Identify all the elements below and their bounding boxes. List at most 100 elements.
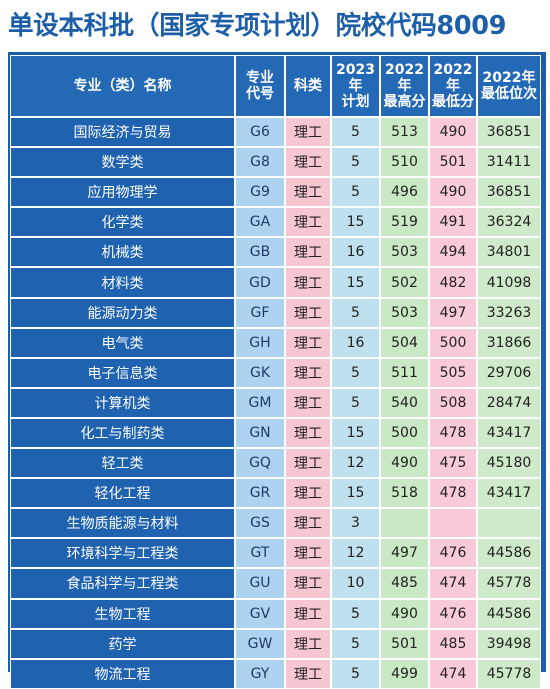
low-rank-2022-cell: 34801 (477, 237, 541, 268)
high-score-2022-cell: 503 (380, 237, 429, 268)
subject-cell: 理工 (285, 598, 331, 629)
table-row: 能源动力类 GF 理工 5 503 497 33263 (10, 297, 541, 328)
major-name-cell: 环境科学与工程类 (10, 538, 235, 569)
major-name-cell: 材料类 (10, 267, 235, 298)
major-code-cell: GH (235, 327, 285, 358)
major-code-cell: GR (235, 478, 285, 509)
low-score-2022-cell: 485 (429, 628, 477, 659)
major-code-cell: GT (235, 538, 285, 569)
major-code-cell: GB (235, 237, 285, 268)
header-high-2022: 2022年 最高分 (380, 55, 429, 117)
low-rank-2022-cell: 44586 (477, 598, 541, 629)
major-name-cell: 药学 (10, 628, 235, 659)
low-rank-2022-cell: 33263 (477, 297, 541, 328)
low-score-2022-cell: 474 (429, 658, 477, 689)
low-rank-2022-cell: 36324 (477, 207, 541, 238)
subject-cell: 理工 (285, 207, 331, 238)
major-name-cell: 电气类 (10, 327, 235, 358)
header-major-name: 专业（类）名称 (10, 55, 235, 117)
low-score-2022-cell: 474 (429, 568, 477, 599)
low-rank-2022-cell: 41098 (477, 267, 541, 298)
major-name-cell: 物流工程 (10, 658, 235, 689)
major-name-cell: 数学类 (10, 147, 235, 178)
major-code-cell: G6 (235, 117, 285, 148)
table-row: 药学 GW 理工 5 501 485 39498 (10, 628, 541, 659)
plan-2023-cell: 10 (331, 568, 380, 599)
major-code-cell: GV (235, 598, 285, 629)
page-title: 单设本科批（国家专项计划）院校代码8009 (8, 11, 507, 41)
table-row: 材料类 GD 理工 15 502 482 41098 (10, 267, 541, 298)
low-rank-2022-cell: 31411 (477, 147, 541, 178)
table-row: 化工与制药类 GN 理工 15 500 478 43417 (10, 417, 541, 449)
header-low-2022: 2022年 最低分 (429, 55, 477, 117)
plan-2023-cell: 15 (331, 417, 380, 449)
high-score-2022-cell: 499 (380, 658, 429, 689)
high-score-2022-cell: 501 (380, 628, 429, 659)
table-row: 环境科学与工程类 GT 理工 12 497 476 44586 (10, 538, 541, 569)
plan-2023-cell: 5 (331, 658, 380, 689)
low-rank-2022-cell: 45180 (477, 448, 541, 479)
plan-2023-cell: 5 (331, 117, 380, 148)
major-name-cell: 应用物理学 (10, 177, 235, 208)
table-row: 应用物理学 G9 理工 5 496 490 36851 (10, 177, 541, 208)
major-code-cell: GY (235, 658, 285, 689)
low-score-2022-cell: 476 (429, 538, 477, 569)
major-name-cell: 机械类 (10, 237, 235, 268)
subject-cell: 理工 (285, 538, 331, 569)
major-code-cell: GA (235, 207, 285, 238)
low-score-2022-cell: 501 (429, 147, 477, 178)
high-score-2022-cell: 504 (380, 327, 429, 358)
major-name-cell: 能源动力类 (10, 297, 235, 328)
major-name-cell: 生物质能源与材料 (10, 508, 235, 539)
low-score-2022-cell: 482 (429, 267, 477, 298)
major-name-cell: 电子信息类 (10, 357, 235, 388)
major-name-cell: 计算机类 (10, 387, 235, 418)
low-rank-2022-cell (477, 508, 541, 539)
high-score-2022-cell: 513 (380, 117, 429, 148)
low-score-2022-cell: 490 (429, 117, 477, 148)
high-score-2022-cell: 502 (380, 267, 429, 298)
table-row: 生物工程 GV 理工 5 490 476 44586 (10, 598, 541, 629)
major-code-cell: G8 (235, 147, 285, 178)
high-score-2022-cell: 500 (380, 417, 429, 449)
high-score-2022-cell: 485 (380, 568, 429, 599)
subject-cell: 理工 (285, 568, 331, 599)
major-code-cell: GW (235, 628, 285, 659)
table-row: 国际经济与贸易 G6 理工 5 513 490 36851 (10, 117, 541, 148)
major-code-cell: GU (235, 568, 285, 599)
low-score-2022-cell: 500 (429, 327, 477, 358)
table-header-row: 专业（类）名称 专业 代号 科类 2023年 计划 2022年 最高分 2022年 最低… (10, 55, 541, 117)
subject-cell: 理工 (285, 297, 331, 328)
plan-2023-cell: 5 (331, 297, 380, 328)
high-score-2022-cell: 490 (380, 598, 429, 629)
plan-2023-cell: 5 (331, 387, 380, 418)
low-rank-2022-cell: 45778 (477, 658, 541, 689)
low-rank-2022-cell: 31866 (477, 327, 541, 358)
major-code-cell: GQ (235, 448, 285, 479)
major-code-cell: GN (235, 417, 285, 449)
major-name-cell: 轻工类 (10, 448, 235, 479)
table-row: 计算机类 GM 理工 5 540 508 28474 (10, 387, 541, 418)
header-plan-2023: 2023年 计划 (331, 55, 380, 117)
plan-2023-cell: 5 (331, 177, 380, 208)
low-rank-2022-cell: 29706 (477, 357, 541, 388)
major-code-cell: GK (235, 357, 285, 388)
major-code-cell: GF (235, 297, 285, 328)
low-rank-2022-cell: 39498 (477, 628, 541, 659)
high-score-2022-cell: 540 (380, 387, 429, 418)
admissions-table: 专业（类）名称 专业 代号 科类 2023年 计划 2022年 最高分 2022年 最低… (10, 55, 541, 689)
major-name-cell: 生物工程 (10, 598, 235, 629)
table-row: 物流工程 GY 理工 5 499 474 45778 (10, 658, 541, 689)
header-major-code: 专业 代号 (235, 55, 285, 117)
plan-2023-cell: 5 (331, 598, 380, 629)
low-score-2022-cell: 494 (429, 237, 477, 268)
table-row: 轻化工程 GR 理工 15 518 478 43417 (10, 478, 541, 509)
subject-cell: 理工 (285, 177, 331, 208)
subject-cell: 理工 (285, 267, 331, 298)
subject-cell: 理工 (285, 387, 331, 418)
low-score-2022-cell: 478 (429, 417, 477, 449)
high-score-2022-cell: 518 (380, 478, 429, 509)
low-score-2022-cell: 490 (429, 177, 477, 208)
subject-cell: 理工 (285, 417, 331, 449)
plan-2023-cell: 16 (331, 327, 380, 358)
